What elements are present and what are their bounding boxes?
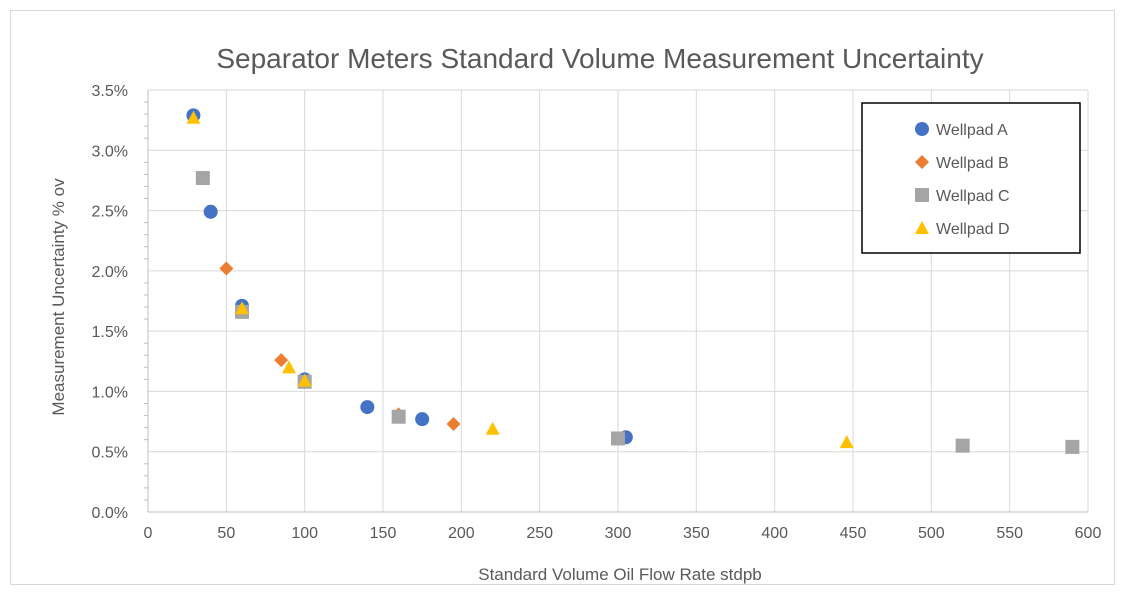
legend-label: Wellpad A <box>936 122 1008 139</box>
legend-label: Wellpad D <box>936 221 1010 238</box>
x-tick-label: 200 <box>448 525 475 542</box>
data-point <box>839 435 854 449</box>
y-tick-label: 3.0% <box>92 143 128 160</box>
chart-container <box>10 10 1115 585</box>
axes <box>144 90 1088 513</box>
y-tick-label: 1.5% <box>92 324 128 341</box>
y-tick-label: 1.0% <box>92 384 128 401</box>
y-tick-label: 2.0% <box>92 264 128 281</box>
triangle-marker-icon <box>915 221 929 234</box>
square-marker-icon <box>915 188 929 202</box>
data-point <box>611 431 625 446</box>
y-tick-label: 0.0% <box>92 505 128 522</box>
x-tick-label: 300 <box>605 525 632 542</box>
data-point <box>1065 439 1080 454</box>
legend-item: Wellpad A <box>915 122 1008 139</box>
data-point <box>955 438 970 453</box>
data-point <box>415 412 430 427</box>
tick-labels: 0 50 100 150 200 250 300 350 400 450 500 550 600 0.0%… <box>92 83 1102 542</box>
x-tick-label: 450 <box>840 525 867 542</box>
data-point <box>391 409 406 424</box>
x-tick-label: 400 <box>761 525 788 542</box>
data-point <box>297 373 312 387</box>
legend-item: Wellpad D <box>915 221 1010 238</box>
legend-item: Wellpad B <box>915 155 1009 172</box>
legend: Wellpad A Wellpad B Wellpad C Wellpad D <box>861 102 1081 254</box>
y-axis-label: Measurement Uncertainty % ov <box>49 178 68 416</box>
legend-label: Wellpad B <box>936 155 1009 172</box>
data-points <box>186 108 1080 454</box>
diamond-marker-icon <box>915 155 929 169</box>
data-point <box>219 261 234 276</box>
data-point <box>195 171 210 186</box>
series-wellpad-b <box>219 261 461 431</box>
x-tick-label: 500 <box>918 525 945 542</box>
series-wellpad-d <box>186 110 854 449</box>
x-tick-label: 50 <box>217 525 235 542</box>
data-point <box>485 421 500 435</box>
x-tick-label: 100 <box>291 525 318 542</box>
legend-item: Wellpad C <box>915 188 1010 205</box>
legend-box <box>861 102 1081 254</box>
y-tick-label: 2.5% <box>92 204 128 221</box>
x-tick-label: 150 <box>370 525 397 542</box>
data-point <box>203 204 218 219</box>
y-tick-label: 0.5% <box>92 445 128 462</box>
data-point <box>235 301 249 315</box>
y-tick-label: 3.5% <box>92 83 128 100</box>
chart-title: Separator Meters Standard Volume Measure… <box>216 43 983 74</box>
x-tick-label: 250 <box>526 525 553 542</box>
x-tick-label: 350 <box>683 525 710 542</box>
x-tick-label: 550 <box>996 525 1023 542</box>
data-point <box>274 353 289 368</box>
x-tick-label: 600 <box>1075 525 1102 542</box>
data-point <box>282 360 296 374</box>
series-wellpad-a <box>186 108 633 445</box>
legend-label: Wellpad C <box>936 188 1010 205</box>
data-point <box>446 416 461 431</box>
data-point <box>186 110 201 124</box>
circle-marker-icon <box>915 122 929 136</box>
x-axis-label: Standard Volume Oil Flow Rate stdpb <box>478 565 761 584</box>
data-point <box>360 400 375 415</box>
x-tick-label: 0 <box>144 525 153 542</box>
